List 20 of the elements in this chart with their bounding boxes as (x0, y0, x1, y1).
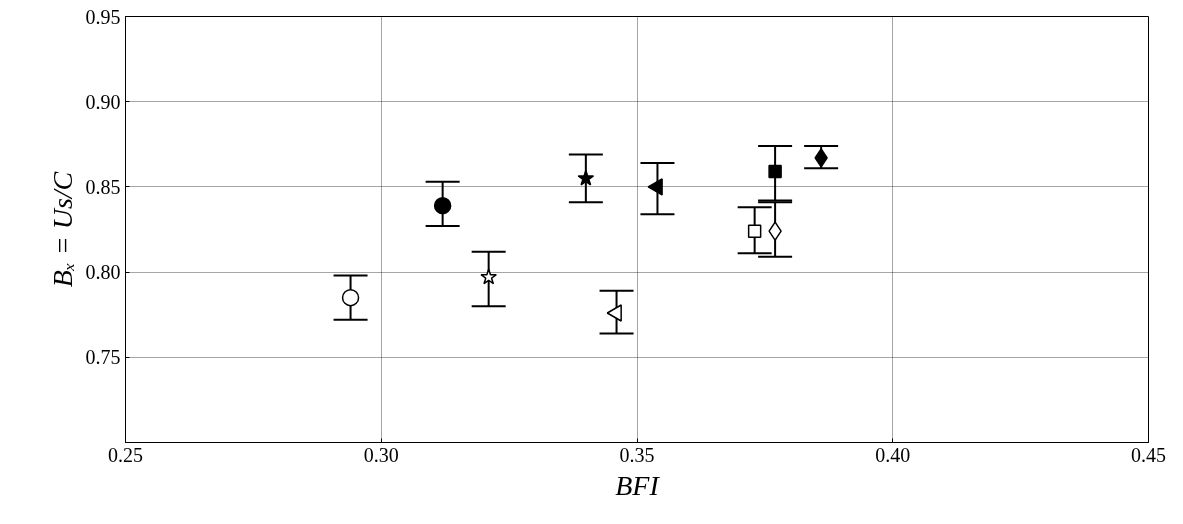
y-tick-label: 0.75 (85, 346, 121, 369)
x-axis-title: BFI (615, 469, 661, 501)
point (747, 224, 762, 238)
y-tick-label: 0.90 (85, 90, 121, 113)
point (480, 268, 498, 285)
point (814, 148, 828, 168)
point (768, 221, 782, 241)
point (341, 288, 360, 307)
y-tick-label: 0.80 (85, 261, 121, 284)
y-axis-title: Bₓ = Us/C (46, 171, 78, 288)
x-tick-label: 0.30 (363, 443, 399, 466)
x-tick-label: 0.35 (619, 443, 655, 466)
point (433, 196, 452, 215)
point (768, 164, 782, 179)
point (577, 169, 595, 186)
y-tick-label: 0.85 (85, 175, 121, 198)
x-tick-label: 0.45 (1131, 443, 1166, 466)
x-tick-label: 0.25 (108, 443, 143, 466)
y-tick-label: 0.95 (85, 5, 121, 28)
x-tick-label: 0.40 (875, 443, 911, 466)
